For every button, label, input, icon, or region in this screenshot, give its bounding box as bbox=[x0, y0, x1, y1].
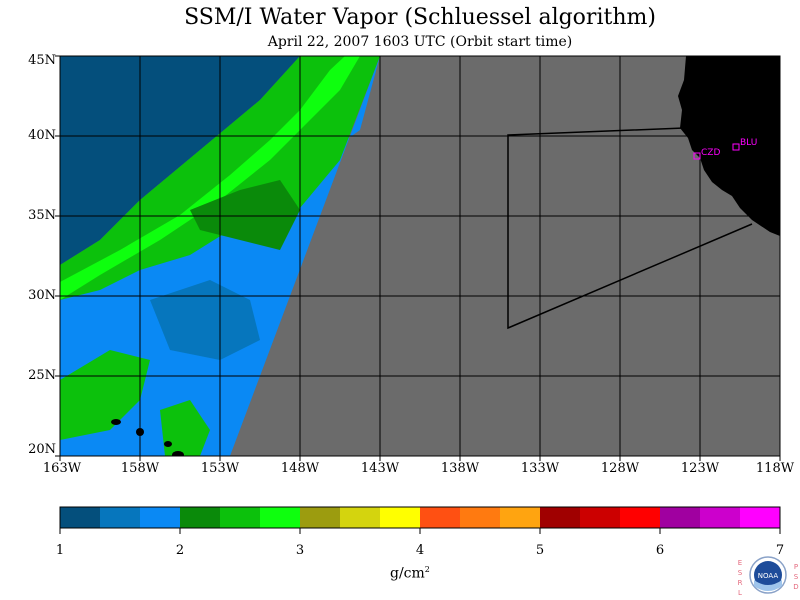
logo-letter: P bbox=[793, 563, 799, 571]
colorbar-unit-text: g/cm bbox=[390, 565, 425, 582]
lat-label-30n: 30N bbox=[28, 288, 56, 303]
colorbar-tick-1: 1 bbox=[55, 543, 65, 558]
map-tick-marks bbox=[55, 55, 781, 461]
lon-label-128w: 128W bbox=[600, 461, 640, 476]
lon-label-143w: 143W bbox=[360, 461, 400, 476]
lon-label-158w: 158W bbox=[120, 461, 160, 476]
colorbar-tick-7: 7 bbox=[775, 543, 785, 558]
lon-label-123w: 123W bbox=[680, 461, 720, 476]
colorbar-tick-2: 2 bbox=[175, 543, 185, 558]
land-hawaii-islands bbox=[111, 419, 184, 456]
land-north-america bbox=[678, 56, 780, 236]
lat-label-45n: 45N bbox=[28, 53, 56, 68]
colorbar-tick-5: 5 bbox=[535, 543, 545, 558]
colorbar-swatch bbox=[300, 507, 341, 528]
map-subtitle: April 22, 2007 1603 UTC (Orbit start tim… bbox=[267, 34, 573, 50]
logo-letter: E bbox=[737, 559, 743, 567]
swath-dark-blue-region bbox=[60, 56, 300, 265]
colorbar-swatch bbox=[660, 507, 701, 528]
lat-label-20n: 20N bbox=[28, 442, 56, 457]
colorbar-swatch bbox=[540, 507, 581, 528]
logo-letter: L bbox=[738, 589, 742, 597]
swath-green-southwest bbox=[60, 350, 150, 440]
lon-label-118w: 118W bbox=[755, 461, 795, 476]
colorbar-swatch bbox=[580, 507, 621, 528]
lon-label-138w: 138W bbox=[440, 461, 480, 476]
lon-label-153w: 153W bbox=[200, 461, 240, 476]
colorbar-swatch bbox=[100, 507, 141, 528]
colorbar-swatch bbox=[60, 507, 101, 528]
colorbar-tick-3: 3 bbox=[295, 543, 305, 558]
colorbar-tick-6: 6 bbox=[655, 543, 665, 558]
flight-track bbox=[507, 127, 753, 330]
map-frame bbox=[59, 55, 781, 457]
lon-label-163w: 163W bbox=[42, 461, 82, 476]
lat-label-40n: 40N bbox=[28, 128, 56, 143]
site-label-blu: BLU bbox=[740, 138, 758, 148]
colorbar-swatch bbox=[220, 507, 261, 528]
lat-label-35n: 35N bbox=[28, 208, 56, 223]
lon-label-148w: 148W bbox=[280, 461, 320, 476]
colorbar-swatch bbox=[140, 507, 181, 528]
site-marker-blu bbox=[732, 143, 740, 151]
map-title: SSM/I Water Vapor (Schluessel algorithm) bbox=[184, 5, 656, 30]
swath-green-south bbox=[160, 400, 210, 456]
colorbar-swatch bbox=[180, 507, 221, 528]
colorbar-swatch bbox=[460, 507, 501, 528]
swath-dark-green-patch bbox=[190, 180, 300, 250]
site-markers bbox=[693, 143, 740, 160]
logo-letter: D bbox=[793, 583, 799, 591]
colorbar-swatch bbox=[380, 507, 421, 528]
colorbar-swatch bbox=[740, 507, 781, 528]
colorbar-swatch bbox=[260, 507, 301, 528]
site-label-czd: CZD bbox=[701, 148, 721, 158]
colorbar-unit-superscript: 2 bbox=[424, 565, 430, 574]
graticule bbox=[60, 56, 780, 456]
logo-letter: S bbox=[737, 569, 743, 577]
colorbar-swatch bbox=[620, 507, 661, 528]
colorbar-swatch bbox=[340, 507, 381, 528]
colorbar-unit-label: g/cm2 bbox=[390, 562, 430, 582]
logo-letter: S bbox=[793, 573, 799, 581]
logo-letter: R bbox=[737, 579, 743, 587]
lat-label-25n: 25N bbox=[28, 368, 56, 383]
noaa-logo: NOAA bbox=[749, 556, 787, 594]
lon-label-133w: 133W bbox=[520, 461, 560, 476]
site-marker-czd bbox=[693, 152, 701, 160]
noaa-logo-text: NOAA bbox=[758, 572, 779, 580]
colorbar bbox=[60, 507, 781, 528]
swath-mid-blue-patch bbox=[150, 280, 260, 360]
swath-bright-green-ridge bbox=[60, 56, 360, 300]
colorbar-swatch bbox=[500, 507, 541, 528]
colorbar-swatch bbox=[420, 507, 461, 528]
colorbar-tick-marks bbox=[59, 528, 781, 534]
colorbar-swatch bbox=[700, 507, 741, 528]
colorbar-tick-4: 4 bbox=[415, 543, 425, 558]
